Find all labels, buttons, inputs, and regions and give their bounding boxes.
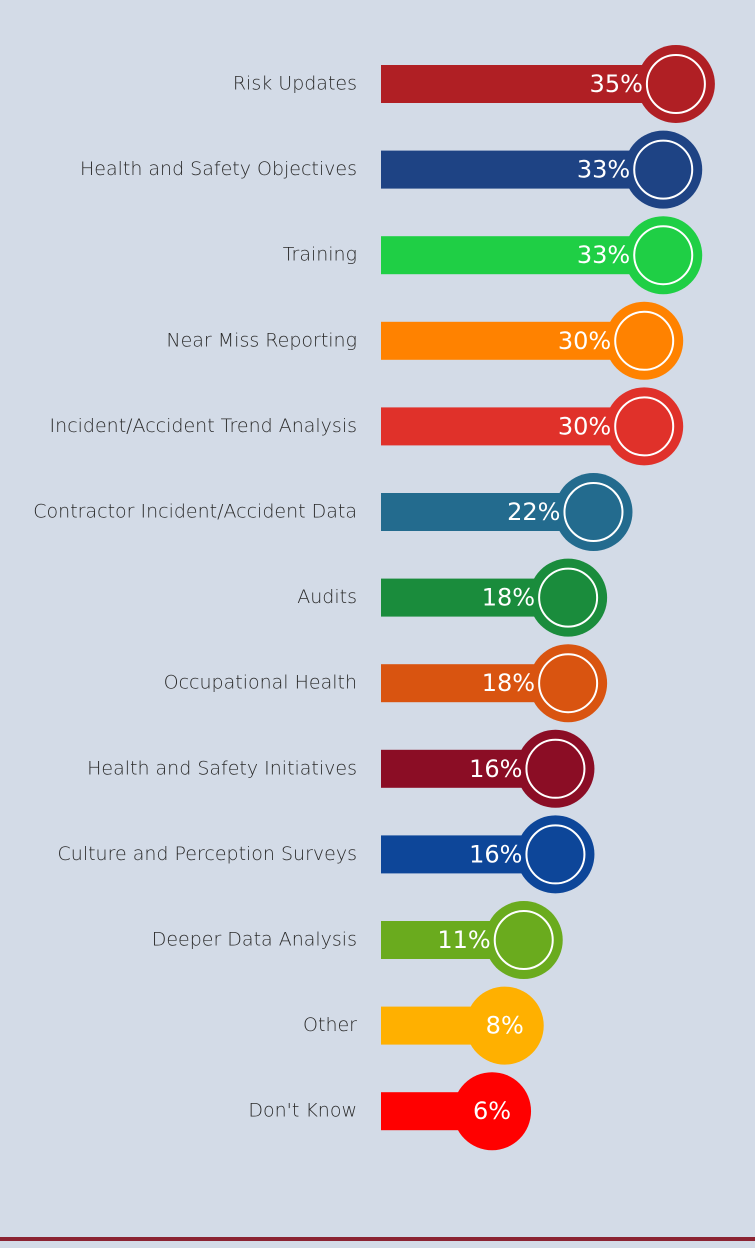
bar (381, 236, 664, 275)
icon-ring (633, 139, 694, 200)
value-label: 16% (469, 840, 522, 868)
value-label: 8% (486, 1012, 524, 1040)
value-label: 30% (558, 327, 611, 355)
value-label: 18% (482, 669, 535, 697)
value-label: 16% (469, 755, 522, 783)
bar-end-circle (484, 901, 563, 979)
category-label: Culture and Perception Surveys (58, 843, 357, 865)
icon-ring (493, 910, 554, 970)
icon-ring (633, 225, 694, 286)
value-label: 33% (577, 156, 630, 184)
bar-end-circle (516, 815, 595, 894)
bar-end-circle (605, 301, 684, 380)
bar-end-circle (605, 387, 684, 466)
icon-ring (645, 54, 706, 114)
bar-end-circle (554, 473, 633, 551)
category-label: Deeper Data Analysis (152, 929, 357, 951)
bar-end-circle (529, 558, 608, 637)
value-label: 22% (507, 498, 560, 526)
bar-end-circle (636, 45, 715, 123)
category-label: Contractor Incident/Accident Data (33, 501, 357, 523)
icon-ring (563, 482, 624, 542)
bar (381, 321, 645, 360)
category-label: Audits (297, 586, 357, 608)
icon-ring (614, 310, 675, 371)
category-label: Occupational Health (164, 672, 357, 694)
icon-ring (525, 738, 586, 799)
bar (381, 65, 676, 103)
bar (381, 150, 664, 189)
value-label: 18% (482, 584, 535, 612)
bar-end-circle (453, 1072, 532, 1151)
category-label: Don't Know (248, 1100, 357, 1122)
icon-ring (614, 396, 675, 457)
bar (381, 407, 645, 446)
category-label: Training (283, 244, 357, 266)
category-label: Health and Safety Objectives (80, 158, 357, 180)
icon-ring (525, 824, 586, 885)
bar-end-circle (624, 216, 703, 295)
value-label: 35% (590, 70, 643, 98)
bar-end-circle (465, 986, 544, 1065)
value-label: 30% (558, 412, 611, 440)
value-label: 33% (577, 241, 630, 269)
category-label: Near Miss Reporting (166, 329, 357, 351)
category-label: Other (303, 1014, 357, 1036)
category-label: Incident/Accident Trend Analysis (50, 415, 357, 437)
value-label: 11% (437, 926, 490, 954)
bar-end-circle (624, 130, 703, 209)
icon-ring (538, 653, 599, 714)
category-label: Risk Updates (233, 73, 357, 95)
icon-ring (538, 567, 599, 628)
bar-end-circle (516, 729, 595, 808)
bar-end-circle (529, 644, 608, 723)
value-label: 6% (473, 1097, 511, 1125)
category-label: Health and Safety Initiatives (87, 757, 357, 779)
